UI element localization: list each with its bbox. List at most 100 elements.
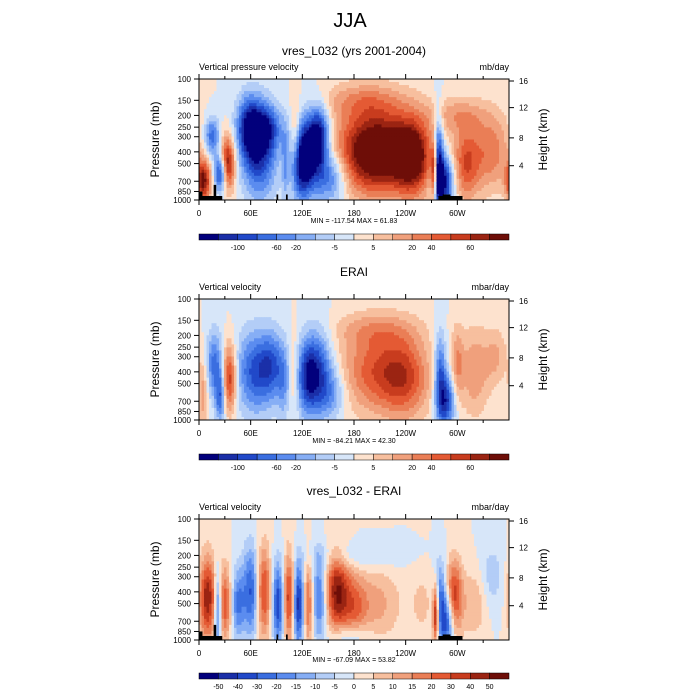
panel-1-cell: [309, 91, 312, 94]
panel-1-cell: [297, 173, 300, 176]
panel-1-cell: [279, 146, 282, 149]
panel-1-cell: [419, 121, 422, 124]
panel-1-cell: [264, 82, 267, 85]
panel-1-cell: [422, 176, 425, 179]
panel-1-cell: [467, 103, 470, 106]
panel-1-cell: [254, 103, 257, 106]
panel-1-cell: [227, 97, 230, 100]
panel-1-cell: [304, 97, 307, 100]
panel-1-cell: [264, 85, 267, 88]
panel-1-cell: [307, 173, 310, 176]
panel-1-cell: [387, 185, 390, 188]
panel-1-cell: [357, 109, 360, 112]
panel-1-cell: [369, 97, 372, 100]
panel-1-cell: [362, 85, 365, 88]
panel-1-cell: [217, 152, 220, 155]
panel-1-cell: [422, 182, 425, 185]
panel-1-cell: [257, 179, 260, 182]
panel-1-cell: [454, 182, 457, 185]
panel-1-cell: [209, 182, 212, 185]
panel-1-cell: [409, 88, 412, 91]
panel-1-cell: [319, 136, 322, 139]
panel-1-cell: [489, 121, 492, 124]
panel-1-cell: [362, 152, 365, 155]
panel-1-cell: [479, 115, 482, 118]
panel-1-cell: [387, 85, 390, 88]
panel-1-cell: [424, 127, 427, 130]
panel-1-cell: [229, 161, 232, 164]
panel-1-cell: [404, 167, 407, 170]
panel-1-cell: [232, 149, 235, 152]
panel-1-cell: [309, 176, 312, 179]
panel-1-cell: [282, 164, 285, 167]
panel-1-cell: [449, 173, 452, 176]
panel-1-cell: [444, 143, 447, 146]
panel-1-cell: [444, 88, 447, 91]
panel-1-cell: [387, 103, 390, 106]
panel-1-cell: [249, 130, 252, 133]
panel-1-cell: [407, 173, 410, 176]
panel-1-cell: [324, 173, 327, 176]
panel-1-cell: [472, 94, 475, 97]
panel-1-cell: [364, 94, 367, 97]
panel-1-cell: [457, 185, 460, 188]
panel-1-cell: [347, 136, 350, 139]
panel-1-cell: [452, 146, 455, 149]
panel-1-cell: [312, 115, 315, 118]
panel-1-cell: [392, 115, 395, 118]
panel-1-cell: [227, 85, 230, 88]
panel-1-cell: [504, 143, 507, 146]
panel-1-cell: [252, 121, 255, 124]
panel-1-cell: [469, 176, 472, 179]
panel-1-cell: [407, 136, 410, 139]
panel-1-cell: [432, 82, 435, 85]
panel-1-cell: [492, 112, 495, 115]
panel-1-cell: [464, 103, 467, 106]
panel-1-cell: [324, 106, 327, 109]
panel-1-cell: [492, 127, 495, 130]
panel-1-cell: [257, 85, 260, 88]
panel-1-cell: [364, 149, 367, 152]
panel-1-cell: [474, 130, 477, 133]
panel-1-cell: [264, 146, 267, 149]
panel-1-cell: [304, 155, 307, 158]
panel-1-cell: [282, 109, 285, 112]
panel-1-cell: [207, 191, 210, 194]
panel-1-cell: [412, 91, 415, 94]
panel-1-cell: [242, 124, 245, 127]
panel-1-cell: [422, 115, 425, 118]
panel-1-cell: [209, 185, 212, 188]
panel-1-cell: [214, 115, 217, 118]
panel-1-cell: [384, 97, 387, 100]
panel-1-cell: [379, 121, 382, 124]
panel-1-cell: [309, 106, 312, 109]
panel-1-cell: [452, 79, 455, 82]
panel-1-cell: [487, 130, 490, 133]
panel-1-cell: [492, 158, 495, 161]
panel-1-cell: [397, 140, 400, 143]
panel-1-cell: [234, 100, 237, 103]
panel-1-cell: [407, 109, 410, 112]
panel-1-cell: [364, 164, 367, 167]
panel-1-cell: [409, 112, 412, 115]
panel-1-cell: [367, 155, 370, 158]
panel-1-cell: [502, 182, 505, 185]
panel-1-cell: [474, 158, 477, 161]
panel-1-cell: [279, 97, 282, 100]
panel-1-cell: [454, 173, 457, 176]
panel-1-cell: [324, 152, 327, 155]
panel-1-cell: [399, 140, 402, 143]
panel-1-cell: [237, 194, 240, 197]
panel-1-cell: [457, 118, 460, 121]
panel-1-cell: [469, 112, 472, 115]
panel-1-cell: [229, 188, 232, 191]
panel-1-cell: [212, 179, 215, 182]
panel-1-cell: [502, 149, 505, 152]
panel-1-cell: [424, 161, 427, 164]
panel-1-cell: [339, 191, 342, 194]
panel-1-cell: [439, 133, 442, 136]
panel-1-cell: [504, 167, 507, 170]
panel-1-cell: [464, 188, 467, 191]
panel-1-cell: [362, 194, 365, 197]
panel-1-cell: [497, 79, 500, 82]
